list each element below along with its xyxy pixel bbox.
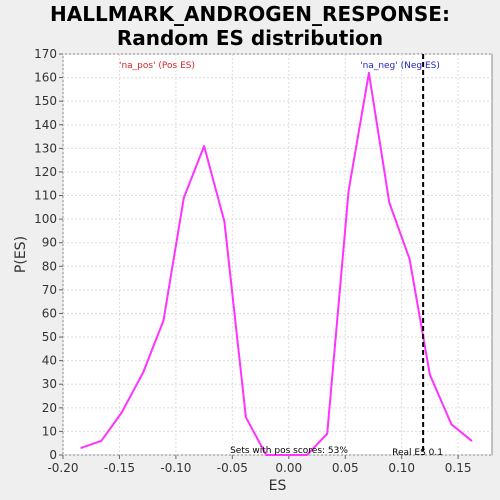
- x-tick-label: 0.00: [275, 461, 302, 475]
- data-point: [80, 447, 82, 449]
- data-point: [120, 411, 123, 414]
- x-tick-label: -0.05: [217, 461, 248, 475]
- real-es-label: Real ES 0.1: [392, 448, 443, 458]
- y-tick-label: 110: [34, 189, 57, 203]
- y-tick-label: 160: [34, 71, 57, 85]
- plot-area: [62, 53, 493, 456]
- y-tick-label: 80: [42, 259, 57, 273]
- y-tick-label: 70: [42, 283, 57, 297]
- pos-es-label: 'na_pos' (Pos ES): [119, 61, 195, 71]
- y-tick-label: 140: [34, 118, 57, 132]
- x-tick-label: -0.10: [160, 461, 191, 475]
- series-layer: [80, 71, 473, 456]
- neg-es-label: 'na_neg' (Neg ES): [360, 61, 440, 71]
- data-point: [285, 454, 288, 456]
- data-point: [368, 72, 370, 74]
- chart-title: HALLMARK_ANDROGEN_RESPONSE: Random ES di…: [0, 2, 500, 50]
- x-tick-label: -0.15: [104, 461, 135, 475]
- y-tick-label: 50: [42, 330, 57, 344]
- y-tick-label: 170: [34, 47, 57, 61]
- data-point: [265, 454, 268, 456]
- y-tick-label: 120: [34, 165, 57, 179]
- data-point: [100, 440, 103, 442]
- data-point: [182, 197, 185, 199]
- x-axis-label: ES: [269, 478, 287, 494]
- pos-scores-label: Sets with pos scores: 53%: [230, 446, 348, 456]
- x-tick-label: 0.15: [445, 461, 472, 475]
- y-tick-label: 130: [34, 141, 57, 155]
- data-point: [408, 258, 411, 261]
- data-point: [142, 371, 144, 374]
- data-point: [162, 319, 165, 322]
- y-tick-label: 20: [42, 401, 57, 415]
- data-point: [223, 220, 226, 223]
- data-point: [470, 440, 473, 442]
- series-line: [80, 71, 473, 456]
- x-tick-label: 0.05: [332, 461, 359, 475]
- grid-lines: [62, 53, 492, 456]
- y-tick-label: 150: [34, 94, 57, 108]
- data-point: [429, 374, 431, 376]
- y-tick-label: 0: [49, 448, 57, 462]
- data-point: [306, 454, 308, 456]
- y-tick-label: 40: [42, 354, 57, 368]
- data-point: [450, 423, 453, 426]
- x-tick-label: -0.20: [47, 461, 78, 475]
- x-axis: -0.20 -0.15 -0.10 -0.05 0.00 0.05 0.10 0.15: [47, 455, 471, 475]
- y-tick-label: 100: [34, 212, 57, 226]
- y-axis-label: P(ES): [13, 236, 29, 273]
- data-point: [347, 190, 350, 192]
- data-point: [245, 416, 247, 419]
- y-tick-label: 90: [42, 236, 57, 250]
- data-point: [326, 432, 328, 435]
- chart-title-line2: Random ES distribution: [116, 26, 384, 50]
- y-tick-label: 30: [42, 377, 57, 391]
- y-tick-label: 10: [42, 424, 57, 438]
- data-point: [388, 201, 391, 204]
- data-point: [203, 145, 205, 147]
- y-tick-label: 60: [42, 306, 57, 320]
- x-tick-label: 0.10: [388, 461, 415, 475]
- y-axis: 0 10 20 30 40 50 60 70 80 90 100 110 120 130 140 150 160…: [34, 47, 63, 462]
- chart-title-line1: HALLMARK_ANDROGEN_RESPONSE:: [50, 2, 450, 26]
